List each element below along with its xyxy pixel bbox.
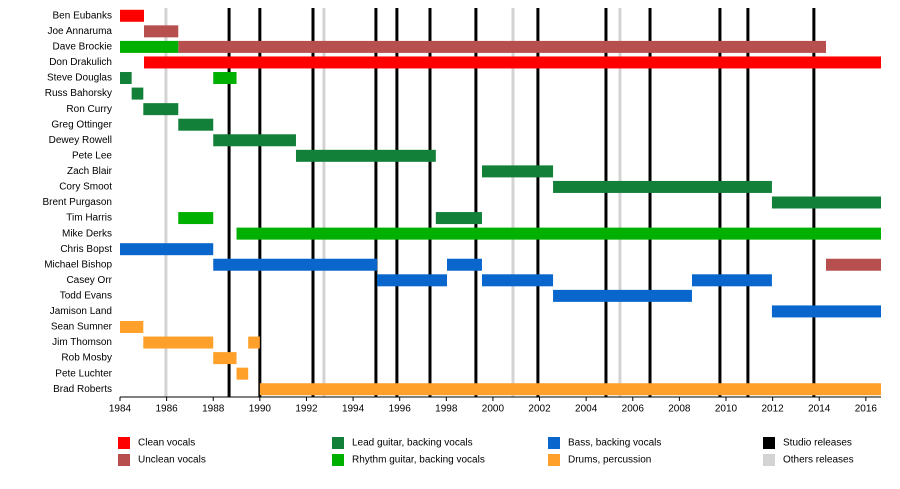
row-label: Rob Mosby bbox=[61, 353, 112, 364]
legend-swatch bbox=[763, 437, 775, 449]
row-label: Joe Annaruma bbox=[48, 26, 113, 37]
legend-label: Rhythm guitar, backing vocals bbox=[352, 455, 485, 466]
row-label: Russ Bahorsky bbox=[45, 88, 112, 99]
x-tick-label: 2016 bbox=[855, 404, 878, 415]
x-tick-label: 2014 bbox=[808, 404, 831, 415]
row-label: Pete Luchter bbox=[55, 368, 112, 379]
tenure-bar bbox=[377, 274, 448, 287]
x-tick-label: 2000 bbox=[482, 404, 505, 415]
tenure-bar bbox=[553, 180, 772, 193]
legend-swatch bbox=[332, 437, 344, 449]
legend: Clean vocals Unclean vocals Lead guitar, b… bbox=[118, 437, 854, 466]
row-label: Don Drakulich bbox=[49, 57, 112, 68]
tenure-bar bbox=[144, 56, 881, 69]
legend-swatch bbox=[763, 454, 775, 466]
row-label: Brent Purgason bbox=[43, 197, 113, 208]
tenure-bar bbox=[213, 72, 237, 85]
row-label: Todd Evans bbox=[60, 291, 112, 302]
tenure-bar bbox=[120, 72, 132, 85]
legend-swatch bbox=[332, 454, 344, 466]
tenure-bar bbox=[295, 149, 436, 162]
x-tick-label: 2010 bbox=[715, 404, 738, 415]
tenure-bar bbox=[248, 336, 260, 349]
legend-label: Bass, backing vocals bbox=[568, 438, 661, 449]
tenure-bar bbox=[213, 352, 237, 365]
x-tick-label: 1994 bbox=[342, 404, 365, 415]
x-tick-label: 1992 bbox=[295, 404, 318, 415]
legend-label: Studio releases bbox=[783, 438, 852, 449]
tenure-bar bbox=[236, 227, 881, 240]
x-tick-label: 1984 bbox=[109, 404, 132, 415]
legend-label: Others releases bbox=[783, 455, 854, 466]
tenure-bar bbox=[178, 40, 826, 53]
tenure-bar bbox=[825, 258, 881, 271]
tenure-bar bbox=[144, 25, 179, 38]
row-label: Greg Ottinger bbox=[51, 119, 112, 130]
tenure-bar bbox=[481, 165, 554, 178]
row-label: Jim Thomson bbox=[52, 337, 112, 348]
tenure-bar bbox=[481, 274, 554, 287]
row-label: Mike Derks bbox=[62, 228, 112, 239]
legend-label: Drums, percussion bbox=[568, 455, 651, 466]
row-label: Jamison Land bbox=[50, 306, 112, 317]
row-label: Tim Harris bbox=[66, 213, 112, 224]
tenure-bar bbox=[120, 243, 214, 256]
x-tick-label: 2008 bbox=[668, 404, 691, 415]
row-label: Dave Brockie bbox=[53, 42, 113, 53]
tenure-bar bbox=[131, 87, 144, 100]
tenure-bar bbox=[120, 40, 179, 53]
tenure-bar bbox=[178, 212, 214, 225]
tenure-bar bbox=[691, 274, 772, 287]
row-label: Dewey Rowell bbox=[49, 135, 112, 146]
axis: Ben Eubanks Joe Annaruma Dave Brockie Don D… bbox=[43, 10, 881, 415]
x-tick-label: 1996 bbox=[389, 404, 412, 415]
row-label: Pete Lee bbox=[72, 150, 112, 161]
tenure-bar bbox=[178, 118, 214, 131]
bars bbox=[120, 9, 881, 396]
tenure-bar bbox=[259, 383, 881, 396]
row-label: Steve Douglas bbox=[47, 73, 112, 84]
row-label: Michael Bishop bbox=[44, 259, 112, 270]
row-label: Brad Roberts bbox=[53, 384, 112, 395]
row-label: Sean Sumner bbox=[51, 322, 113, 333]
tenure-bar bbox=[236, 367, 249, 380]
tenure-bar bbox=[143, 336, 214, 349]
tenure-bar bbox=[771, 305, 881, 318]
tenure-bar bbox=[447, 258, 482, 271]
tenure-bar bbox=[435, 212, 482, 225]
legend-swatch bbox=[118, 437, 130, 449]
row-label: Casey Orr bbox=[66, 275, 112, 286]
tenure-bar bbox=[213, 258, 378, 271]
tenure-bar bbox=[143, 103, 179, 116]
x-tick-label: 2006 bbox=[622, 404, 645, 415]
x-tick-label: 2012 bbox=[761, 404, 784, 415]
row-label: Zach Blair bbox=[67, 166, 113, 177]
x-tick-label: 2004 bbox=[575, 404, 598, 415]
legend-label: Lead guitar, backing vocals bbox=[352, 438, 473, 449]
x-tick-label: 1988 bbox=[202, 404, 225, 415]
x-tick-label: 1986 bbox=[155, 404, 178, 415]
legend-swatch bbox=[548, 437, 560, 449]
tenure-bar bbox=[120, 9, 145, 22]
row-label: Cory Smoot bbox=[59, 182, 112, 193]
row-label: Ron Curry bbox=[66, 104, 112, 115]
tenure-bar bbox=[120, 320, 144, 333]
tenure-bar bbox=[771, 196, 881, 209]
row-label: Chris Bopst bbox=[60, 244, 112, 255]
x-tick-label: 1990 bbox=[249, 404, 272, 415]
row-label: Ben Eubanks bbox=[53, 10, 113, 21]
tenure-bar bbox=[213, 134, 296, 147]
tenure-bar bbox=[553, 289, 692, 302]
x-tick-label: 2002 bbox=[528, 404, 551, 415]
legend-label: Clean vocals bbox=[138, 438, 195, 449]
legend-swatch bbox=[548, 454, 560, 466]
legend-swatch bbox=[118, 454, 130, 466]
legend-label: Unclean vocals bbox=[138, 455, 206, 466]
x-tick-label: 1998 bbox=[435, 404, 458, 415]
